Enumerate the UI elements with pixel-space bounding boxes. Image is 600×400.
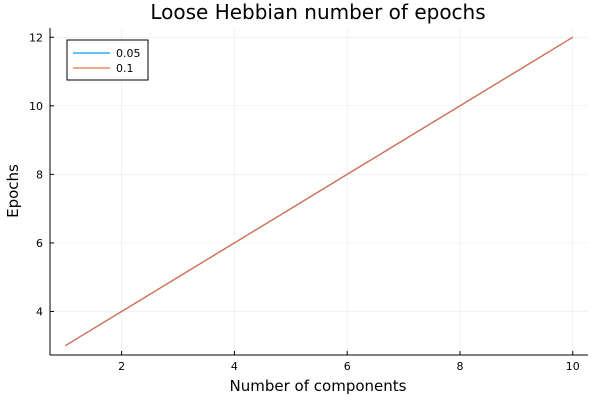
x-tick-label: 4 (231, 360, 238, 373)
x-tick-label: 10 (566, 360, 580, 373)
series-lines (64, 36, 574, 347)
legend-box (66, 39, 149, 81)
y-tick-label: 4 (36, 305, 43, 318)
legend-label: 0.05 (116, 47, 141, 60)
y-tick-label: 6 (36, 237, 43, 250)
y-tick-label: 10 (29, 100, 43, 113)
y-tick-label: 12 (29, 31, 43, 44)
grid-lines (50, 28, 588, 355)
x-tick-label: 6 (344, 360, 351, 373)
legend-label: 0.1 (116, 62, 134, 75)
x-tick-label: 8 (456, 360, 463, 373)
series-line-0.1 (64, 36, 574, 347)
y-axis-title: Epochs (4, 164, 22, 218)
y-ticks: 4 6 8 10 12 (29, 31, 54, 318)
plot-frame (49, 28, 588, 356)
legend-items: 0.05 0.1 (73, 47, 141, 75)
legend: 0.05 0.1 (66, 39, 149, 81)
chart-title: Loose Hebbian number of epochs (150, 0, 485, 24)
y-tick-label: 8 (36, 168, 43, 181)
x-tick-label: 2 (118, 360, 125, 373)
x-ticks: 2 4 6 8 10 (118, 351, 580, 373)
x-axis-title: Number of components (230, 377, 407, 395)
